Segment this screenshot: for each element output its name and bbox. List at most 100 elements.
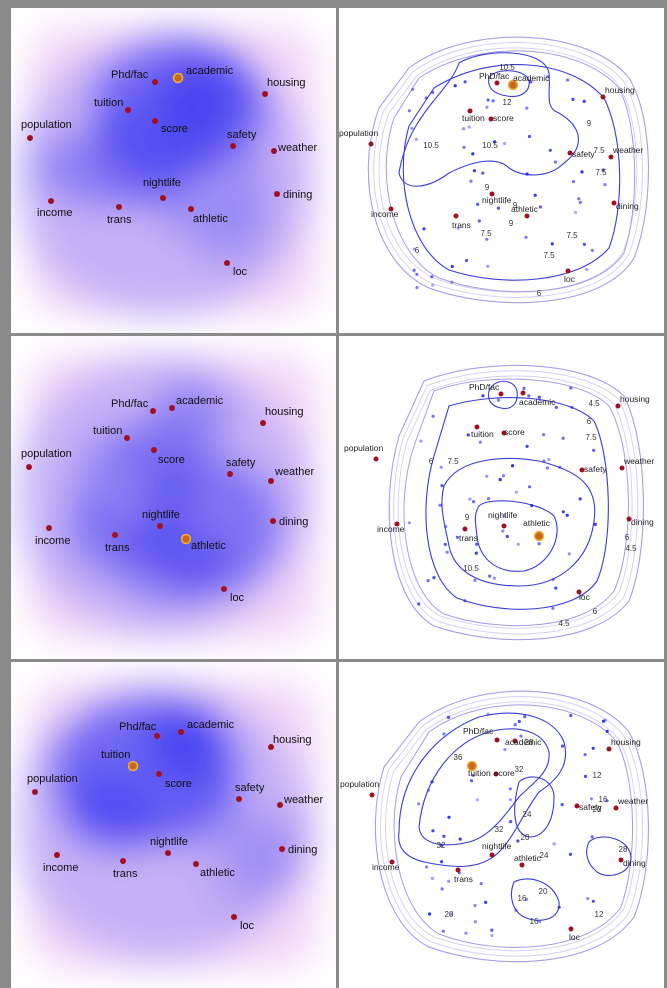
attribute-point-nightlife[interactable]: nightlife	[488, 510, 518, 529]
attribute-point-weather[interactable]: weather	[268, 466, 314, 484]
attribute-point-safety[interactable]: safety	[574, 802, 603, 812]
attribute-point-tuition[interactable]: tuition	[466, 760, 491, 779]
attribute-point-population[interactable]: population	[27, 773, 78, 795]
attribute-point-academic[interactable]: academic	[172, 65, 234, 84]
density-blob	[61, 496, 141, 576]
sample-dot	[447, 815, 451, 819]
attribute-point-weather[interactable]: weather	[619, 456, 655, 471]
attribute-point-phd-fac[interactable]: PhD/fac	[479, 71, 510, 86]
attribute-point-tuition[interactable]: tuition	[471, 424, 494, 440]
attribute-point-safety[interactable]: safety	[579, 464, 608, 474]
attribute-point-weather[interactable]: weather	[608, 145, 644, 160]
attribute-point-phd-fac[interactable]: PhD/fac	[469, 382, 504, 397]
attribute-point-safety[interactable]: safety	[235, 782, 265, 802]
attribute-point-dining[interactable]: dining	[611, 200, 639, 212]
sample-dot	[471, 773, 475, 777]
attribute-point-trans[interactable]: trans	[452, 213, 471, 231]
attribute-point-population[interactable]: population	[21, 119, 72, 141]
attribute-point-income[interactable]: income	[35, 525, 70, 547]
attribute-point-weather[interactable]: weather	[613, 796, 649, 811]
attribute-point-safety[interactable]: safety	[567, 149, 596, 159]
attribute-point-dining[interactable]: dining	[270, 516, 308, 528]
attribute-point-safety[interactable]: safety	[226, 457, 256, 477]
attribute-point-athletic[interactable]: athletic	[188, 206, 228, 225]
attribute-point-nightlife[interactable]: nightlife	[150, 836, 188, 856]
attribute-point-loc[interactable]: loc	[224, 260, 248, 278]
contour-level-label: 10.5	[423, 141, 439, 150]
attribute-point-athletic[interactable]: athletic	[514, 853, 542, 868]
attribute-point-phd-fac[interactable]: Phd/fac	[111, 69, 158, 85]
attribute-point-loc[interactable]: loc	[576, 589, 591, 603]
attribute-point-athletic[interactable]: athletic	[523, 518, 551, 542]
attribute-point-trans[interactable]: trans	[459, 526, 478, 544]
attribute-point-tuition[interactable]: tuition	[101, 749, 139, 772]
attribute-point-dining[interactable]: dining	[618, 857, 646, 869]
attribute-point-loc[interactable]: loc	[221, 586, 245, 604]
attribute-point-housing[interactable]: housing	[615, 394, 651, 409]
attribute-point-score[interactable]: score	[493, 768, 516, 778]
attribute-point-weather[interactable]: weather	[277, 794, 323, 808]
attribute-point-housing[interactable]: housing	[268, 734, 312, 750]
sample-dot	[473, 578, 477, 582]
contour-line	[393, 704, 633, 948]
attribute-point-loc[interactable]: loc	[231, 914, 255, 932]
attribute-point-nightlife[interactable]: nightlife	[143, 177, 181, 201]
attribute-point-academic[interactable]: academic	[505, 737, 542, 747]
attribute-point-score[interactable]: score	[156, 771, 192, 790]
attribute-point-housing[interactable]: housing	[606, 737, 642, 752]
attribute-point-income[interactable]: income	[377, 521, 405, 535]
attribute-label: tuition	[94, 97, 123, 109]
attribute-point-nightlife[interactable]: nightlife	[482, 841, 512, 858]
attribute-point-phd-fac[interactable]: Phd/fac	[111, 398, 156, 414]
attribute-point-athletic[interactable]: athletic	[511, 204, 539, 219]
density-blob	[146, 702, 226, 782]
attribute-point-income[interactable]: income	[37, 198, 72, 219]
attribute-point-athletic[interactable]: athletic	[193, 861, 235, 879]
attribute-point-nightlife[interactable]: nightlife	[482, 191, 512, 206]
attribute-point-tuition[interactable]: tuition	[462, 108, 485, 124]
attribute-point-trans[interactable]: trans	[113, 858, 138, 880]
heatmap-svg: Phd/fac academic tuition score housing popula…	[11, 26, 318, 318]
attribute-point-population[interactable]: population	[340, 779, 380, 798]
attribute-point-population[interactable]: population	[344, 443, 384, 462]
attribute-point-athletic[interactable]: athletic	[180, 533, 227, 553]
sample-dot	[410, 126, 414, 130]
attribute-point-academic[interactable]: academic	[507, 73, 551, 91]
attribute-point-trans[interactable]: trans	[454, 867, 473, 885]
sample-dot	[582, 242, 586, 246]
attribute-point-loc[interactable]: loc	[568, 926, 581, 943]
attribute-point-income[interactable]: income	[372, 859, 400, 873]
attribute-point-housing[interactable]: housing	[260, 406, 304, 426]
attribute-point-loc[interactable]: loc	[564, 268, 576, 285]
attribute-point-score[interactable]: score	[488, 113, 515, 123]
attribute-point-dining[interactable]: dining	[626, 516, 654, 528]
attribute-point-housing[interactable]: housing	[262, 77, 306, 97]
attribute-point-population[interactable]: population	[21, 448, 72, 470]
attribute-point-trans[interactable]: trans	[107, 204, 132, 226]
attribute-point-dining[interactable]: dining	[279, 844, 317, 856]
attribute-point-phd-fac[interactable]: Phd/fac	[119, 721, 160, 739]
attribute-point-dining[interactable]: dining	[274, 189, 312, 201]
sample-dot	[514, 490, 519, 494]
attribute-point-academic[interactable]: academic	[178, 719, 235, 735]
sample-dot	[542, 459, 546, 463]
attribute-point-nightlife[interactable]: nightlife	[142, 509, 180, 529]
sample-dot	[524, 235, 528, 239]
attribute-point-income[interactable]: income	[371, 206, 399, 220]
attribute-point-safety[interactable]: safety	[227, 129, 257, 149]
attribute-point-population[interactable]: population	[339, 128, 379, 147]
attribute-point-income[interactable]: income	[43, 852, 78, 874]
contour-line	[441, 457, 596, 587]
attribute-point-trans[interactable]: trans	[105, 532, 130, 554]
attribute-point-academic[interactable]: academic	[169, 395, 224, 411]
contour-level-label: 32	[437, 841, 446, 850]
attribute-point-score[interactable]: score	[151, 447, 185, 466]
attribute-point-score[interactable]: score	[501, 427, 526, 437]
attribute-point-tuition[interactable]: tuition	[94, 97, 131, 113]
attribute-point-weather[interactable]: weather	[271, 142, 317, 154]
attribute-point-academic[interactable]: academic	[519, 390, 556, 408]
attribute-point-housing[interactable]: housing	[600, 85, 636, 100]
attribute-point-phd-fac[interactable]: PhD/fac	[463, 726, 500, 743]
attribute-point-tuition[interactable]: tuition	[93, 425, 130, 441]
attribute-point-score[interactable]: score	[152, 118, 188, 135]
